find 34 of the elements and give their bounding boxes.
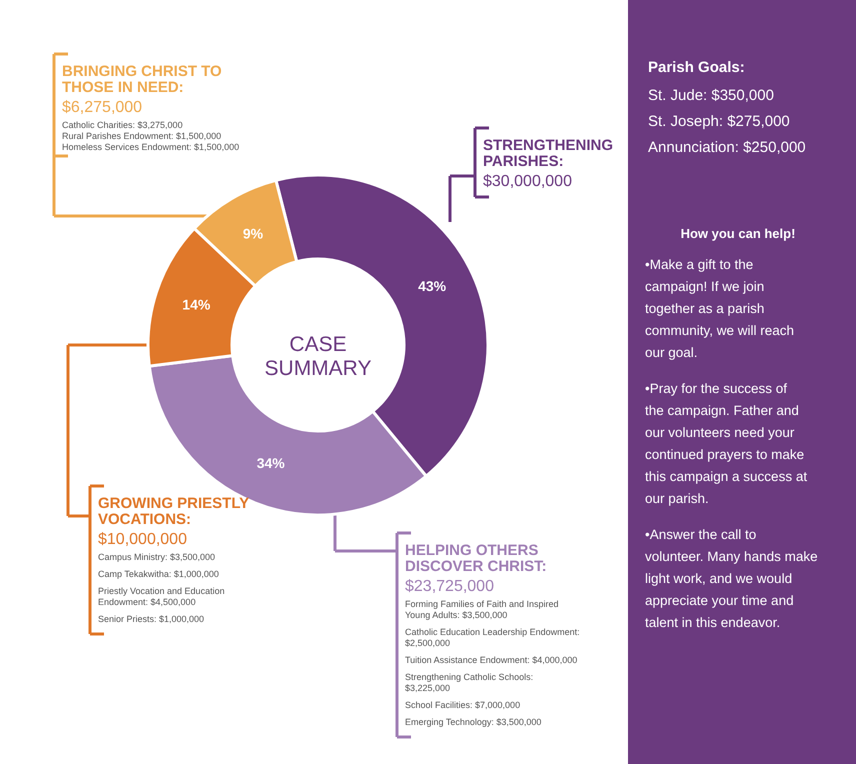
text: Priestly Vocation and Education Endowment: $4,500,000 (98, 586, 225, 607)
text: •Answer the call to volunteer. Many hands make light work, and we would appreciate your time and talent in this endeavor. (645, 527, 818, 630)
text: Forming Families of Faith and Inspired Young Adults: $3,500,000 (405, 599, 559, 620)
text: School Facilities: $7,000,000 (405, 700, 520, 710)
text: GROWING PRIESTLY VOCATIONS: (98, 495, 250, 528)
text: Camp Tekakwitha: $1,000,000 (98, 569, 219, 579)
text: Catholic Education Leadership Endowment: $2,500,000 (405, 627, 580, 648)
text: Rural Parishes Endowment: $1,500,000 (62, 131, 222, 141)
text: Catholic Charities: $3,275,000 (62, 120, 183, 130)
text: Homeless Services Endowment: $1,500,000 (62, 142, 240, 152)
data-label: 43% (418, 278, 447, 294)
text: St. Jude: $350,000 (648, 87, 774, 104)
text: Campus Ministry: $3,500,000 (98, 552, 216, 562)
text: Senior Priests: $1,000,000 (98, 614, 204, 624)
text: $23,725,000 (405, 578, 494, 595)
text: $10,000,000 (98, 531, 188, 548)
text: $30,000,000 (483, 173, 572, 190)
data-label: 9% (242, 226, 264, 242)
text: Annunciation: $250,000 (648, 139, 806, 156)
text: STRENGTHENING PARISHES: (483, 137, 614, 170)
text: Tuition Assistance Endowment: $4,000,000 (405, 655, 578, 665)
text: •Make a gift to the campaign! If we join together as a parish community, we will reach our goal. (645, 257, 794, 360)
text: St. Joseph: $275,000 (648, 113, 790, 130)
text: Emerging Technology: $3,500,000 (405, 717, 542, 727)
text: Parish Goals: (648, 59, 745, 76)
text: HELPING OTHERS DISCOVER CHRIST: (405, 542, 547, 575)
text: Strengthening Catholic Schools: $3,225,000 (405, 672, 534, 693)
text: How you can help! (680, 226, 796, 241)
text: BRINGING CHRIST TO THOSE IN NEED: (62, 63, 222, 96)
text: CASE SUMMARY (264, 333, 372, 380)
data-label: 14% (182, 296, 211, 312)
text: $6,275,000 (62, 99, 142, 116)
text: •Pray for the success of the campaign. Father and our volunteers need your continued prayers to make this campaign a success at our parish. (645, 381, 808, 506)
data-label: 34% (256, 454, 286, 471)
